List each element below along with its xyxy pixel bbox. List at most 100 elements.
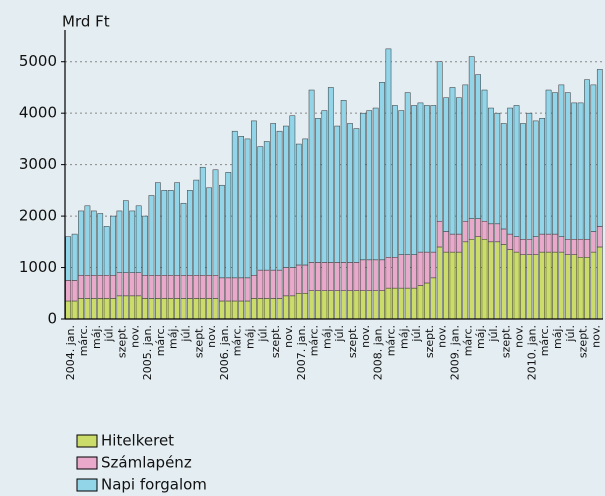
bar-segment bbox=[404, 92, 411, 255]
bar-segment bbox=[302, 293, 309, 320]
bar-segment bbox=[347, 290, 353, 320]
bar-segment bbox=[161, 298, 168, 320]
bar-segment bbox=[417, 285, 424, 320]
bar-segment bbox=[289, 115, 296, 268]
bar-segment bbox=[257, 146, 264, 271]
bar-segment bbox=[263, 141, 270, 271]
bar-segment bbox=[468, 56, 475, 219]
x-tick-label: márc. bbox=[231, 325, 244, 356]
y-axis-label: Mrd Ft bbox=[62, 13, 110, 31]
bar-segment bbox=[347, 123, 353, 263]
bar-segment bbox=[122, 272, 129, 297]
bar-segment bbox=[78, 210, 84, 276]
x-tick-label: szept. bbox=[577, 325, 590, 358]
bar-segment bbox=[199, 298, 206, 320]
bar-segment bbox=[321, 110, 328, 263]
x-tick-label: 2010. jan. bbox=[525, 325, 538, 380]
bar-segment bbox=[372, 107, 379, 261]
bar-segment bbox=[308, 262, 315, 291]
bar-segment bbox=[494, 223, 501, 243]
bar-segment bbox=[424, 105, 430, 253]
bar-segment bbox=[456, 251, 462, 320]
bar-segment bbox=[238, 136, 244, 279]
bar-segment bbox=[103, 298, 110, 320]
bar-segment bbox=[577, 238, 584, 258]
x-tick-label: márc. bbox=[154, 325, 167, 356]
x-tick-label: 2006. jan. bbox=[218, 325, 231, 380]
bar-segment bbox=[78, 275, 84, 299]
bar-segment bbox=[596, 69, 603, 227]
bar-segment bbox=[340, 262, 347, 291]
bar-segment bbox=[552, 233, 558, 253]
bar-segment bbox=[110, 215, 116, 276]
bar-segment bbox=[238, 277, 244, 302]
bar-segment bbox=[513, 105, 520, 237]
bar-segment bbox=[494, 241, 501, 320]
bar-segment bbox=[187, 298, 193, 320]
bar-segment bbox=[391, 287, 398, 320]
x-tick-label: 2009. jan. bbox=[448, 325, 461, 380]
x-tick-label: nov. bbox=[282, 325, 295, 348]
x-tick-label: júl. bbox=[333, 325, 346, 343]
x-tick-label: júl. bbox=[179, 325, 192, 343]
bar-segment bbox=[475, 74, 481, 219]
bar-segment bbox=[103, 275, 110, 299]
x-tick-label: szept. bbox=[269, 325, 282, 358]
y-tick-label: 0 bbox=[47, 310, 57, 328]
bar-segment bbox=[219, 300, 225, 320]
bar-segment bbox=[334, 290, 341, 320]
y-tick-label: 3000 bbox=[19, 155, 57, 173]
bar-segment bbox=[97, 275, 104, 299]
bar-segment bbox=[379, 259, 385, 291]
bar-segment bbox=[90, 275, 97, 299]
bar-segment bbox=[321, 262, 328, 291]
bar-segment bbox=[347, 262, 353, 291]
bar-segment bbox=[532, 254, 539, 320]
bar-segment bbox=[411, 105, 417, 255]
bar-segment bbox=[353, 262, 360, 291]
bar-segment bbox=[270, 269, 277, 299]
x-tick-label: márc. bbox=[538, 325, 551, 356]
x-tick-label: nov. bbox=[205, 325, 218, 348]
y-tick-label: 2000 bbox=[19, 207, 57, 225]
bar-segment bbox=[513, 236, 520, 253]
legend-swatch bbox=[76, 456, 98, 470]
bar-segment bbox=[577, 257, 584, 320]
bar-segment bbox=[155, 275, 161, 299]
bar-segment bbox=[71, 233, 78, 281]
bar-segment bbox=[78, 298, 84, 320]
bar-segment bbox=[379, 290, 385, 320]
bar-segment bbox=[552, 251, 558, 320]
bar-segment bbox=[398, 110, 405, 255]
bar-segment bbox=[257, 269, 264, 299]
bar-segment bbox=[584, 238, 590, 258]
x-tick-label: júl. bbox=[564, 325, 577, 343]
bar-segment bbox=[584, 79, 590, 240]
bar-segment bbox=[359, 259, 366, 291]
bar-segment bbox=[251, 298, 257, 320]
bar-segment bbox=[84, 298, 91, 320]
bar-segment bbox=[564, 92, 571, 240]
bar-segment bbox=[161, 190, 168, 276]
bar-segment bbox=[244, 277, 251, 302]
x-tick-label: nov. bbox=[436, 325, 449, 348]
bar-segment bbox=[206, 275, 212, 299]
bar-segment bbox=[193, 275, 200, 299]
bar-segment bbox=[385, 287, 392, 320]
bar-segment bbox=[596, 246, 603, 320]
bar-segment bbox=[212, 275, 219, 299]
bar-segment bbox=[372, 290, 379, 320]
bar-segment bbox=[231, 277, 238, 302]
bar-segment bbox=[526, 254, 533, 320]
bar-segment bbox=[129, 295, 136, 320]
bar-segment bbox=[116, 272, 123, 297]
bar-segment bbox=[398, 287, 405, 320]
bar-segment bbox=[507, 249, 513, 320]
bar-segment bbox=[340, 100, 347, 263]
bar-segment bbox=[379, 82, 385, 261]
x-tick-label: 2008. jan. bbox=[372, 325, 385, 380]
bar-segment bbox=[174, 275, 180, 299]
bar-segment bbox=[225, 300, 232, 320]
bar-segment bbox=[385, 257, 392, 289]
